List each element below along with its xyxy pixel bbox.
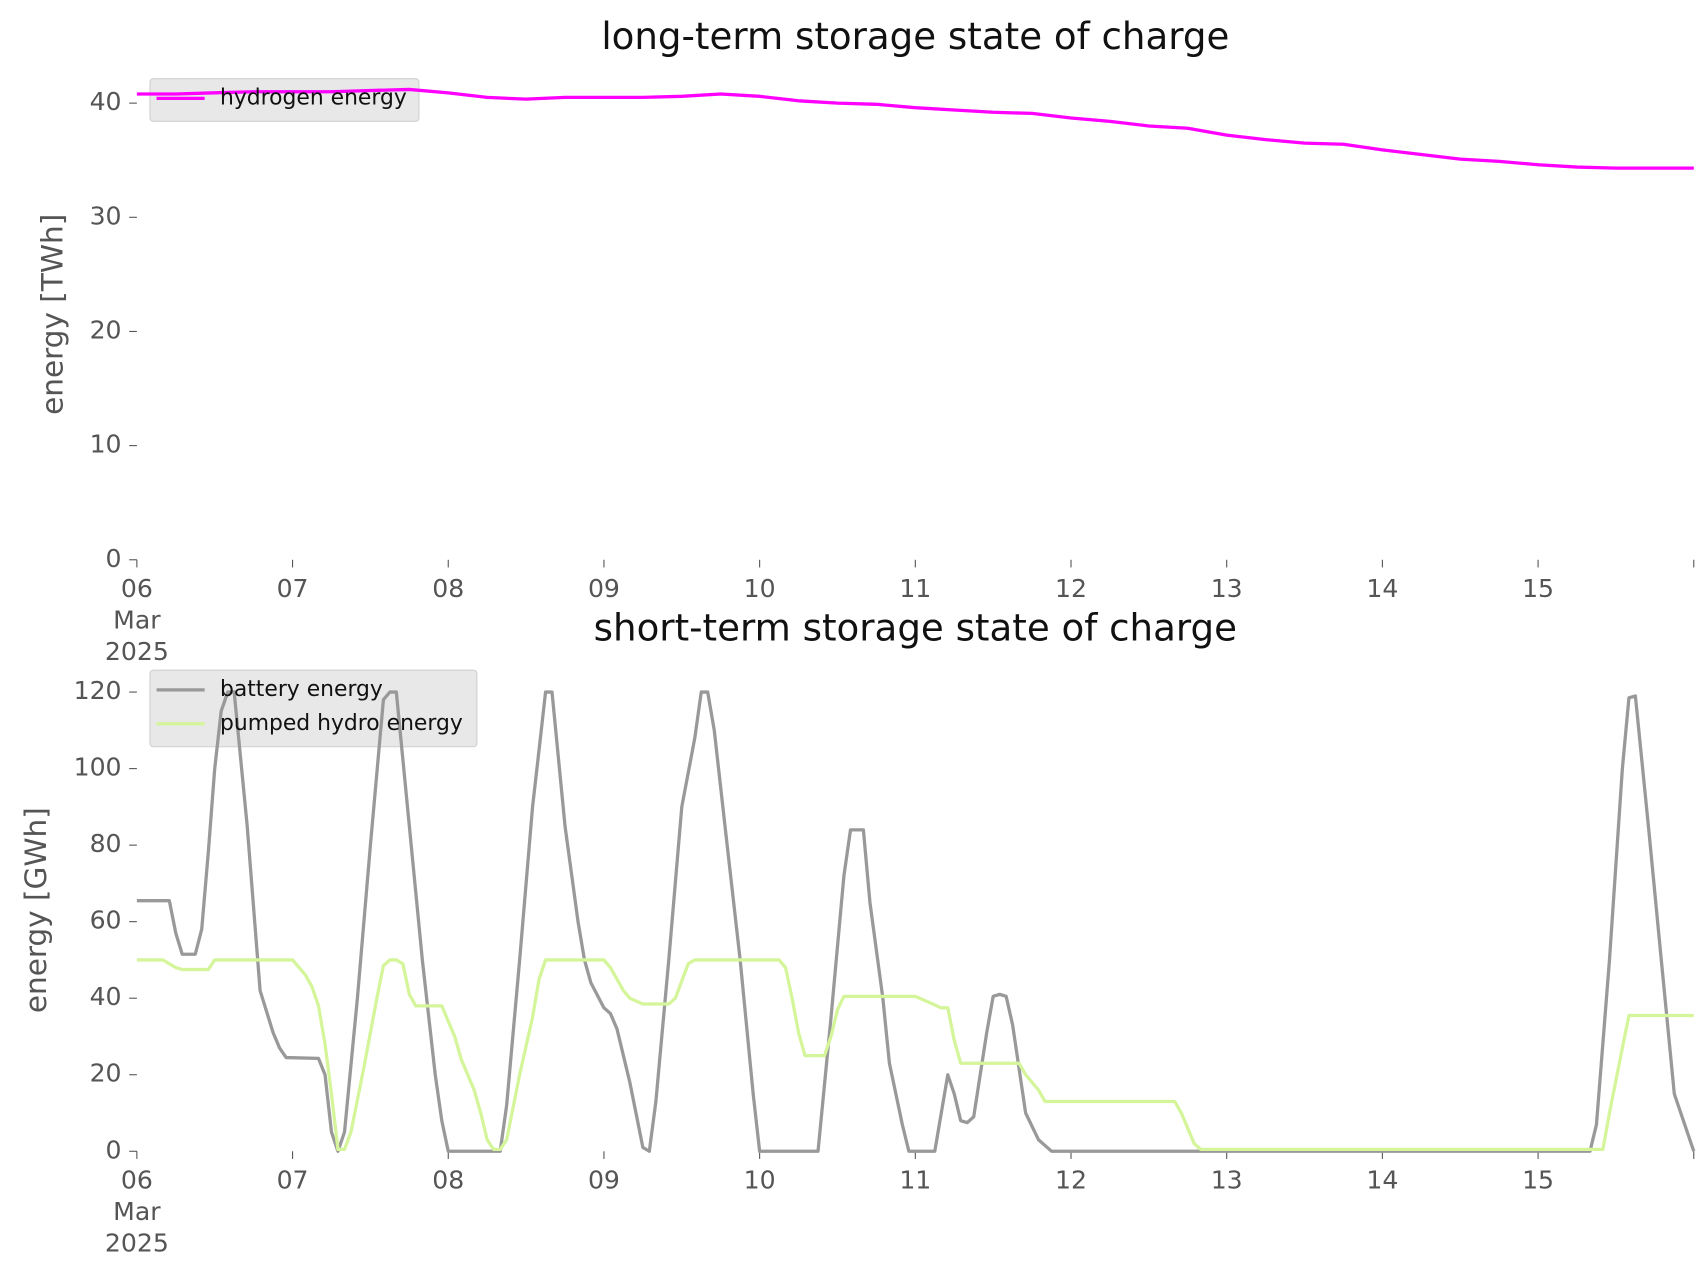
- y-axis-label: energy [TWh]: [36, 214, 70, 415]
- x-tick-label: 08: [432, 1165, 464, 1194]
- y-axis-label: energy [GWh]: [19, 807, 53, 1013]
- y-tick-label: 100: [74, 753, 122, 782]
- y-tick-label: 20: [90, 1059, 122, 1088]
- x-tick-label: 12: [1055, 1165, 1087, 1194]
- y-tick-label: 0: [106, 1135, 122, 1164]
- x-tick-label: 09: [588, 574, 620, 603]
- y-tick-label: 0: [106, 544, 122, 573]
- y-tick-label: 10: [90, 430, 122, 459]
- y-tick-label: 40: [90, 982, 122, 1011]
- x-tick-label: 15: [1522, 1165, 1554, 1194]
- x-tick-label: 13: [1211, 1165, 1243, 1194]
- x-tick-label: 14: [1366, 574, 1398, 603]
- x-tick-label: 11: [899, 574, 931, 603]
- x-tick-label: 11: [899, 1165, 931, 1194]
- legend-label: hydrogen energy: [220, 85, 407, 110]
- series-line: [136, 87, 1694, 170]
- y-tick-label: 40: [90, 87, 122, 116]
- y-tick-label: 30: [90, 201, 122, 230]
- x-tick-label: 10: [744, 1165, 776, 1194]
- x-tick-label: 07: [277, 1165, 309, 1194]
- x-tick-label: 06 Mar 2025: [105, 1165, 169, 1257]
- series-line: [136, 958, 1694, 1152]
- legend-label: pumped hydro energy: [220, 711, 463, 736]
- x-tick-label: 09: [588, 1165, 620, 1194]
- x-tick-label: 10: [744, 574, 776, 603]
- y-tick-label: 20: [90, 315, 122, 344]
- chart-title: long-term storage state of charge: [601, 14, 1229, 58]
- series-line: [136, 690, 1696, 1153]
- legend-label: battery energy: [220, 677, 383, 702]
- y-tick-label: 120: [74, 676, 122, 705]
- y-tick-label: 80: [90, 829, 122, 858]
- x-tick-label: 12: [1055, 574, 1087, 603]
- x-tick-label: 15: [1522, 574, 1554, 603]
- x-tick-label: 06 Mar 2025: [105, 574, 169, 666]
- x-tick-label: 14: [1366, 1165, 1398, 1194]
- chart-title: short-term storage state of charge: [594, 605, 1237, 649]
- x-tick-label: 07: [277, 574, 309, 603]
- x-tick-label: 08: [432, 574, 464, 603]
- legend-box: [149, 78, 420, 122]
- legend-box: [149, 669, 478, 748]
- x-tick-label: 13: [1211, 574, 1243, 603]
- y-tick-label: 60: [90, 906, 122, 935]
